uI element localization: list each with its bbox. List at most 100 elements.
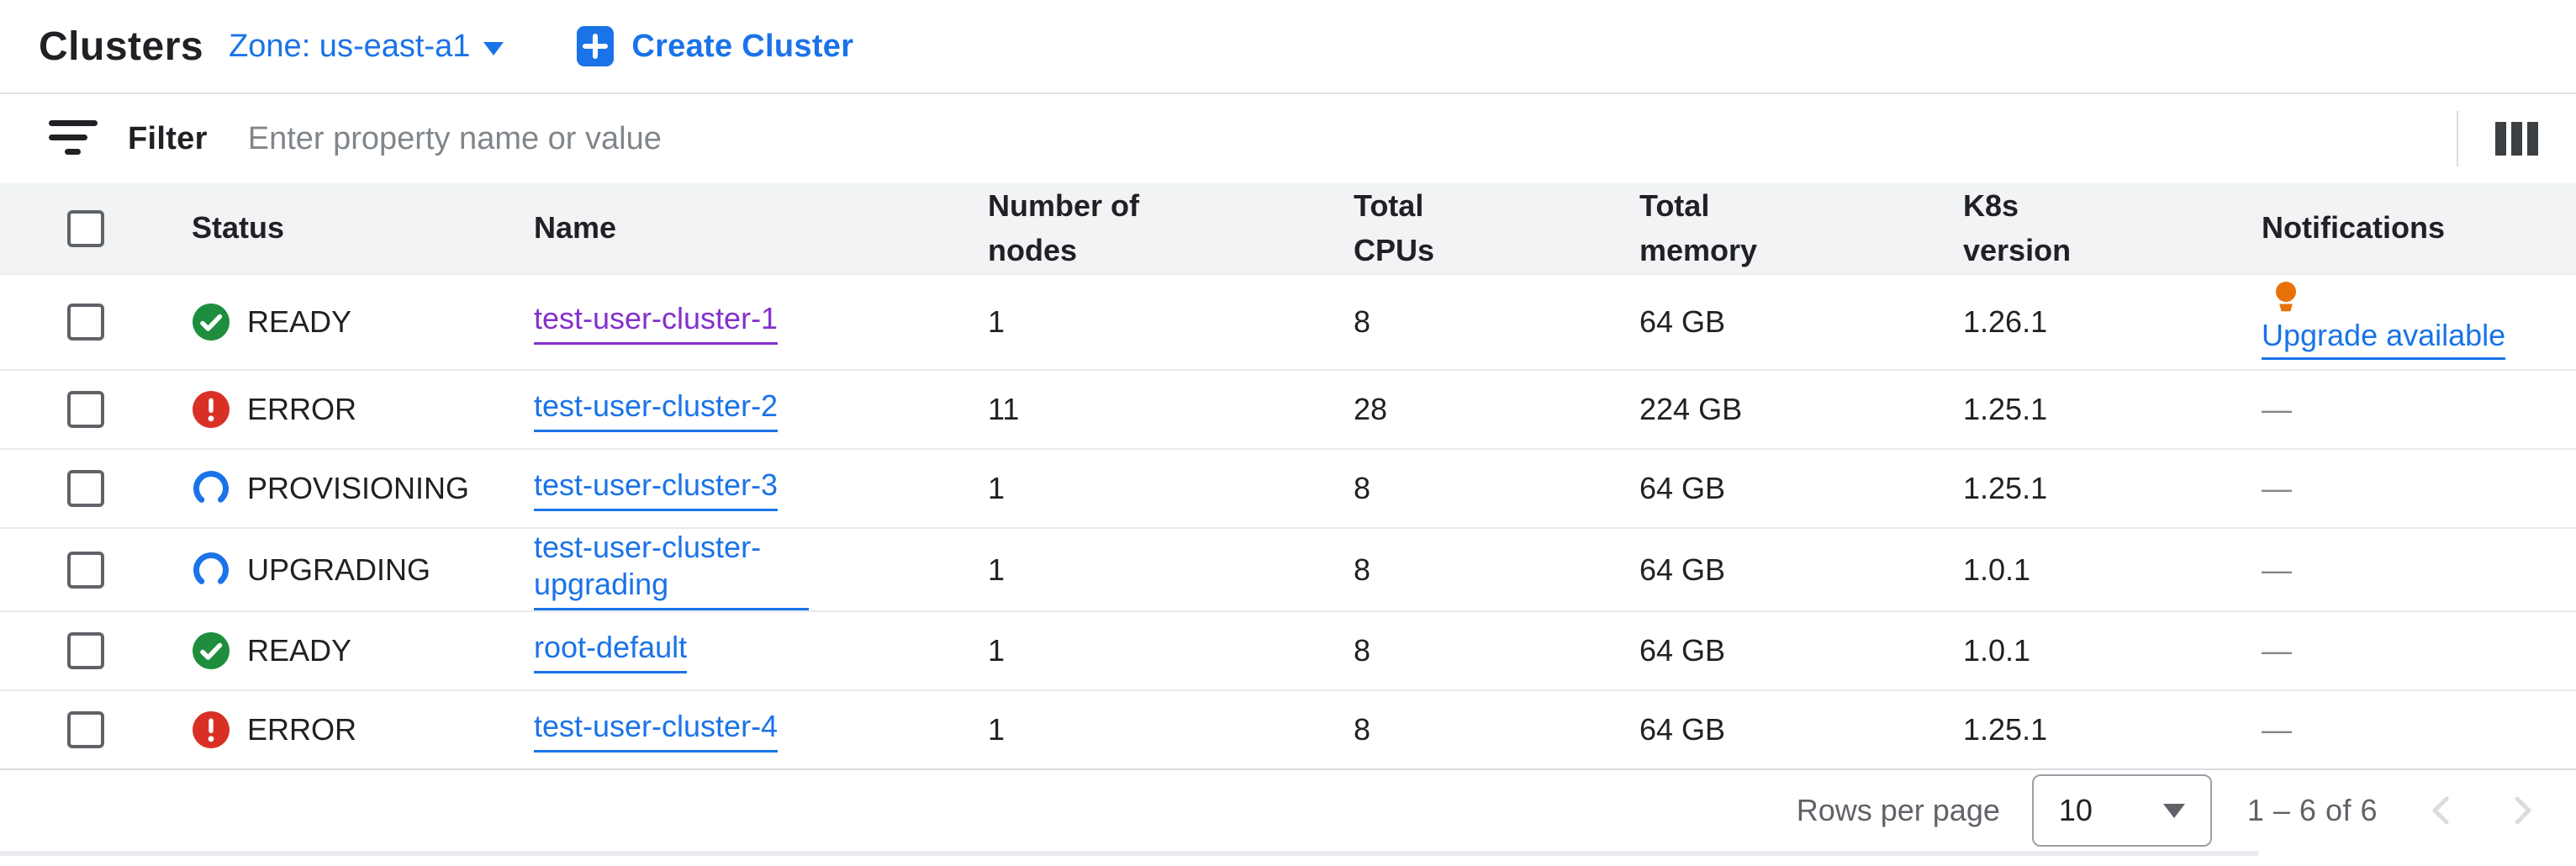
zone-selector[interactable]: Zone: us-east-a1 <box>229 29 504 65</box>
total-memory-cell: 64 GB <box>1639 633 1726 668</box>
vertical-divider <box>2457 111 2458 166</box>
rows-per-page-label: Rows per page <box>1796 793 2000 827</box>
rows-per-page-value: 10 <box>2058 793 2093 827</box>
row-checkbox[interactable] <box>67 304 104 341</box>
filter-bar: Filter <box>0 94 2576 183</box>
total-memory-cell: 224 GB <box>1639 392 1743 426</box>
total-memory-cell: 64 GB <box>1639 304 1726 339</box>
status-label: UPGRADING <box>247 552 431 587</box>
page-title: Clusters <box>39 24 204 69</box>
column-header-status: Status <box>192 210 285 246</box>
check-circle-icon <box>193 304 230 341</box>
total-memory-cell: 64 GB <box>1639 712 1726 747</box>
cluster-name-link[interactable]: test-user-cluster-upgrading <box>534 529 809 610</box>
cluster-name-link[interactable]: test-user-cluster-4 <box>534 708 779 752</box>
status-label: PROVISIONING <box>247 471 470 505</box>
row-checkbox[interactable] <box>67 711 104 748</box>
status-label: READY <box>247 633 352 668</box>
total-cpus-cell: 8 <box>1354 552 1371 587</box>
cluster-name-link[interactable]: test-user-cluster-3 <box>534 467 779 511</box>
check-circle-icon <box>193 632 230 669</box>
row-checkbox[interactable] <box>67 470 104 507</box>
no-notification-dash: — <box>2262 471 2292 505</box>
no-notification-dash: — <box>2262 552 2292 587</box>
column-header-notifications: Notifications <box>2262 210 2446 246</box>
filter-label: Filter <box>128 120 208 156</box>
error-circle-icon <box>193 711 230 748</box>
chevron-down-icon <box>2162 803 2185 818</box>
k8s-version-cell: 1.25.1 <box>1963 392 2048 426</box>
upgrade-available-link[interactable]: Upgrade available <box>2262 318 2506 360</box>
status-cell: READY <box>192 631 496 670</box>
row-checkbox[interactable] <box>67 391 104 428</box>
table-row: READY root-default 1 8 64 GB 1.0.1 — <box>0 610 2576 690</box>
error-circle-icon <box>193 391 230 428</box>
status-cell: UPGRADING <box>192 551 496 589</box>
cluster-name-link[interactable]: test-user-cluster-1 <box>534 300 779 345</box>
no-notification-dash: — <box>2262 712 2292 747</box>
row-checkbox[interactable] <box>67 551 104 589</box>
column-header-total-memory: Total memory <box>1639 188 1758 267</box>
total-cpus-cell: 28 <box>1354 392 1388 426</box>
status-label: READY <box>247 304 352 339</box>
total-cpus-cell: 8 <box>1354 712 1371 747</box>
table-row: UPGRADING test-user-cluster-upgrading 1 8 64… <box>0 527 2576 611</box>
status-cell: ERROR <box>192 390 496 429</box>
chevron-right-icon <box>2515 796 2531 825</box>
no-notification-dash: — <box>2262 392 2292 426</box>
page-range-label: 1 – 6 of 6 <box>2246 793 2378 827</box>
row-checkbox[interactable] <box>67 632 104 669</box>
status-label: ERROR <box>247 392 357 426</box>
k8s-version-cell: 1.0.1 <box>1963 633 2031 668</box>
chevron-left-icon <box>2432 796 2449 825</box>
total-cpus-cell: 8 <box>1354 633 1371 668</box>
status-cell: PROVISIONING <box>192 469 496 508</box>
nodes-cell: 1 <box>988 304 1006 339</box>
pagination-bar: Rows per page 10 1 – 6 of 6 <box>0 770 2576 851</box>
clusters-table: Status Name Number of nodes Total CPUs T… <box>0 183 2576 770</box>
previous-page-button[interactable] <box>2425 792 2458 829</box>
column-header-k8s-version: K8s version <box>1963 188 2072 267</box>
cluster-name-link[interactable]: root-default <box>534 629 688 673</box>
lightbulb-icon <box>2275 282 2297 312</box>
create-cluster-label: Create Cluster <box>631 28 854 64</box>
chevron-down-icon <box>483 42 504 55</box>
k8s-version-cell: 1.25.1 <box>1963 712 2048 747</box>
rows-per-page-select[interactable]: 10 <box>2031 774 2212 847</box>
nodes-cell: 1 <box>988 633 1006 668</box>
column-header-number-of-nodes: Number of nodes <box>988 188 1139 267</box>
status-cell: ERROR <box>192 710 496 749</box>
create-cluster-button[interactable]: Create Cluster <box>576 25 853 67</box>
table-row: PROVISIONING test-user-cluster-3 1 8 64 GB 1.… <box>0 448 2576 528</box>
bottom-edge-strip <box>0 851 2258 856</box>
column-display-options-button[interactable] <box>2489 115 2546 162</box>
table-row: READY test-user-cluster-1 1 8 64 GB 1.26.1 Upg… <box>0 273 2576 370</box>
total-memory-cell: 64 GB <box>1639 552 1726 587</box>
columns-icon <box>2495 122 2538 156</box>
progress-circle-icon <box>193 471 229 506</box>
k8s-version-cell: 1.26.1 <box>1963 304 2048 339</box>
status-label: ERROR <box>247 712 357 747</box>
total-cpus-cell: 8 <box>1354 471 1371 505</box>
column-header-total-cpus: Total CPUs <box>1354 188 1435 267</box>
k8s-version-cell: 1.25.1 <box>1963 471 2048 505</box>
title-bar: Clusters Zone: us-east-a1 Create Cluster <box>0 0 2576 94</box>
filter-icon <box>49 120 98 155</box>
notification-cell: Upgrade available <box>2262 276 2576 368</box>
filter-input[interactable] <box>245 119 2457 158</box>
table-body: READY test-user-cluster-1 1 8 64 GB 1.26.1 Upg… <box>0 273 2576 770</box>
nodes-cell: 1 <box>988 552 1006 587</box>
status-cell: READY <box>192 303 496 341</box>
total-memory-cell: 64 GB <box>1639 471 1726 505</box>
table-row: ERROR test-user-cluster-4 1 8 64 GB 1.25.1 — <box>0 689 2576 770</box>
no-notification-dash: — <box>2262 633 2292 668</box>
table-row: ERROR test-user-cluster-2 11 28 224 GB 1.25.1… <box>0 369 2576 449</box>
cluster-name-link[interactable]: test-user-cluster-2 <box>534 388 779 432</box>
nodes-cell: 1 <box>988 712 1006 747</box>
add-box-icon <box>577 26 615 66</box>
total-cpus-cell: 8 <box>1354 304 1371 339</box>
column-header-name: Name <box>534 210 617 246</box>
select-all-checkbox[interactable] <box>67 209 104 247</box>
next-page-button[interactable] <box>2505 792 2539 829</box>
